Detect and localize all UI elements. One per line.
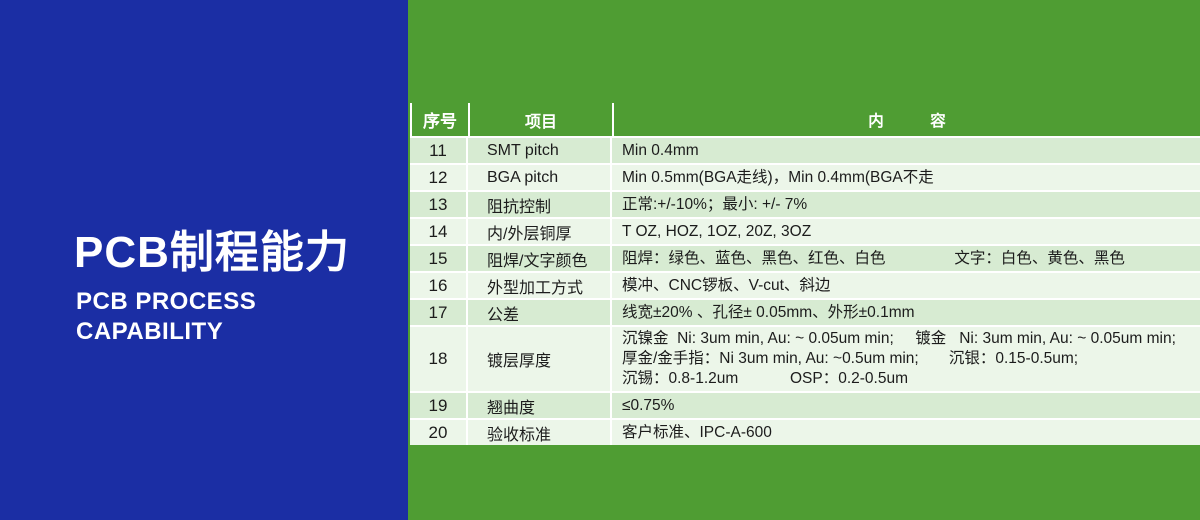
row-no: 20	[410, 420, 468, 445]
table-row: 11 SMT pitch Min 0.4mm	[410, 136, 1200, 163]
table-header-row: 序号 项目 内 容	[410, 103, 1200, 136]
row-no: 12	[410, 165, 468, 190]
row-item: 阻抗控制	[468, 192, 612, 217]
table-row: 16 外型加工方式 模冲、CNC锣板、V-cut、斜边	[410, 271, 1200, 298]
row-no: 14	[410, 219, 468, 244]
table-row: 14 内/外层铜厚 T OZ, HOZ, 1OZ, 20Z, 3OZ	[410, 217, 1200, 244]
table-row: 12 BGA pitch Min 0.5mm(BGA走线)，Min 0.4mm(…	[410, 163, 1200, 190]
table-row: 15 阻焊/文字颜色 阻焊：绿色、蓝色、黑色、红色、白色 文字：白色、黄色、黑色	[410, 244, 1200, 271]
page-subtitle: PCB PROCESS CAPABILITY	[76, 288, 257, 345]
row-item: 验收标准	[468, 420, 612, 445]
row-item: 阻焊/文字颜色	[468, 246, 612, 271]
row-content: 客户标准、IPC-A-600	[622, 423, 772, 441]
row-content: T OZ, HOZ, 1OZ, 20Z, 3OZ	[622, 222, 812, 240]
capability-table: 序号 项目 内 容 11 SMT pitch Min 0.4mm 12 BGA …	[410, 103, 1200, 445]
row-item: 外型加工方式	[468, 273, 612, 298]
row-content: 沉镍金 Ni: 3um min, Au: ~ 0.05um min; 镀金 Ni…	[622, 330, 1176, 387]
row-item: 翘曲度	[468, 393, 612, 418]
row-content: 正常:+/-10%；最小: +/- 7%	[622, 195, 808, 213]
table-row: 18 镀层厚度 沉镍金 Ni: 3um min, Au: ~ 0.05um mi…	[410, 325, 1200, 391]
table-row: 20 验收标准 客户标准、IPC-A-600	[410, 418, 1200, 445]
row-content: 模冲、CNC锣板、V-cut、斜边	[622, 276, 831, 294]
row-no: 19	[410, 393, 468, 418]
header-item: 项目	[470, 103, 614, 136]
title-panel: PCB制程能力 PCB PROCESS CAPABILITY	[0, 0, 408, 520]
row-item: SMT pitch	[468, 138, 612, 163]
row-no: 18	[410, 327, 468, 391]
row-no: 13	[410, 192, 468, 217]
row-content: 阻焊：绿色、蓝色、黑色、红色、白色 文字：白色、黄色、黑色	[622, 249, 1125, 267]
row-item: BGA pitch	[468, 165, 612, 190]
table-row: 13 阻抗控制 正常:+/-10%；最小: +/- 7%	[410, 190, 1200, 217]
row-content: 线宽±20% 、孔径± 0.05mm、外形±0.1mm	[622, 303, 915, 321]
row-item: 公差	[468, 300, 612, 325]
row-no: 15	[410, 246, 468, 271]
table-row: 17 公差 线宽±20% 、孔径± 0.05mm、外形±0.1mm	[410, 298, 1200, 325]
row-no: 17	[410, 300, 468, 325]
row-content: ≤0.75%	[622, 396, 675, 414]
row-item: 内/外层铜厚	[468, 219, 612, 244]
row-no: 11	[410, 138, 468, 163]
table-row: 19 翘曲度 ≤0.75%	[410, 391, 1200, 418]
row-item: 镀层厚度	[468, 327, 612, 391]
row-no: 16	[410, 273, 468, 298]
row-content: Min 0.4mm	[622, 141, 699, 159]
page-title: PCB制程能力	[74, 228, 350, 277]
header-no: 序号	[412, 103, 470, 136]
row-content: Min 0.5mm(BGA走线)，Min 0.4mm(BGA不走	[622, 168, 934, 186]
header-content: 内 容	[868, 112, 946, 130]
